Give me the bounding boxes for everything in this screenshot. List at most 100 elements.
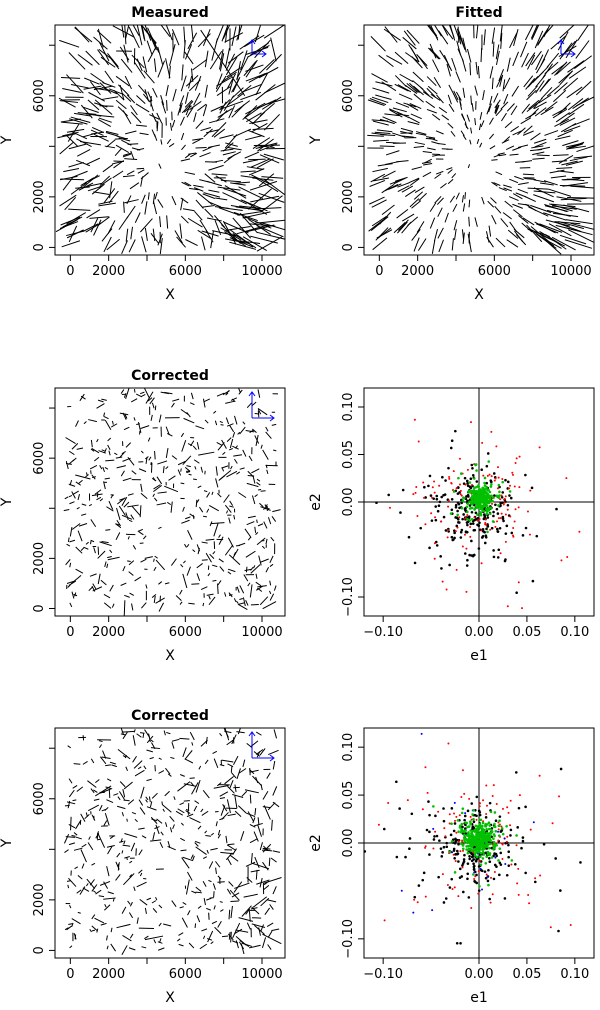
whisker [125, 228, 129, 242]
scatter-point [458, 506, 461, 510]
scatter-point [524, 526, 528, 530]
scatter-point [490, 494, 493, 498]
whisker [397, 221, 408, 234]
scatter-point [493, 811, 497, 814]
whisker [81, 843, 87, 848]
whisker [104, 145, 116, 149]
whisker [493, 154, 501, 158]
whisker [236, 61, 241, 81]
whisker [116, 519, 121, 527]
whisker [228, 909, 231, 920]
whisker [127, 493, 134, 496]
whisker [66, 801, 76, 805]
scatter-point [470, 818, 473, 821]
whisker [466, 114, 470, 122]
whisker [490, 197, 497, 204]
whisker [234, 415, 238, 425]
whisker [152, 832, 156, 841]
whisker [244, 151, 260, 159]
whisker [564, 239, 593, 249]
whisker [266, 53, 282, 71]
whisker [171, 402, 175, 408]
scatter-point [456, 501, 460, 504]
whisker [107, 437, 112, 442]
scatter-point [447, 742, 450, 745]
whisker [109, 549, 113, 554]
whisker [62, 216, 83, 228]
whisker [266, 469, 269, 474]
whisker [246, 521, 255, 526]
whisker [253, 831, 259, 842]
whisker [124, 832, 138, 838]
scatter-point [461, 499, 465, 503]
scatter-point [460, 822, 464, 826]
whisker [250, 852, 253, 864]
whisker [93, 133, 109, 142]
scatter-point [423, 496, 426, 499]
scatter-point [494, 525, 497, 528]
whisker [197, 485, 202, 489]
whisker [462, 37, 467, 53]
scatter-point [460, 501, 463, 505]
whisker [231, 104, 245, 118]
whisker [160, 95, 165, 106]
whisker [237, 431, 241, 435]
whisker [494, 99, 501, 109]
whisker [112, 170, 124, 179]
whisker [140, 492, 148, 499]
whisker [222, 804, 228, 812]
scatter-point [466, 838, 470, 842]
whisker [553, 154, 569, 156]
whisker [266, 922, 274, 927]
whisker [496, 76, 503, 88]
x-tick-label: 2000 [92, 264, 125, 279]
scatter-point [473, 508, 476, 511]
whisker [248, 168, 265, 176]
whisker [503, 187, 513, 192]
scatter-point [463, 533, 466, 536]
whisker [179, 589, 183, 595]
scatter-point [511, 473, 514, 476]
whisker [180, 132, 185, 141]
scatter-point [489, 485, 493, 488]
whisker [115, 75, 130, 87]
whisker [255, 869, 258, 880]
whisker [184, 99, 193, 108]
whisker [192, 138, 201, 145]
scatter-point [466, 514, 469, 517]
whisker [220, 148, 234, 152]
whisker [153, 58, 157, 73]
whisker [187, 871, 193, 881]
scatter-point [474, 851, 477, 855]
whisker [89, 464, 98, 470]
scatter-point [482, 799, 485, 802]
scatter-point [503, 897, 507, 900]
scatter-point [452, 853, 455, 856]
whisker [145, 584, 148, 589]
whisker [206, 897, 212, 901]
whisker [186, 412, 191, 418]
whisker [194, 210, 203, 221]
whisker [251, 495, 256, 505]
whisker [73, 763, 81, 765]
scatter-point [488, 473, 491, 476]
whisker [158, 581, 163, 585]
scatter-point [496, 520, 499, 523]
scatter-point [497, 504, 500, 507]
whisker [260, 897, 270, 907]
scatter-point [408, 847, 411, 851]
scatter-point [452, 538, 455, 541]
whisker [234, 928, 243, 935]
whisker [249, 180, 278, 191]
whisker [476, 138, 480, 145]
scatter-point [491, 499, 494, 503]
whisker [85, 472, 88, 476]
whisker [82, 106, 99, 114]
scatter-point [504, 513, 507, 516]
whisker [141, 194, 146, 204]
scatter-point [454, 530, 457, 533]
whisker [196, 563, 203, 569]
whisker [80, 849, 87, 863]
whisker [122, 755, 127, 758]
whisker [532, 157, 545, 160]
